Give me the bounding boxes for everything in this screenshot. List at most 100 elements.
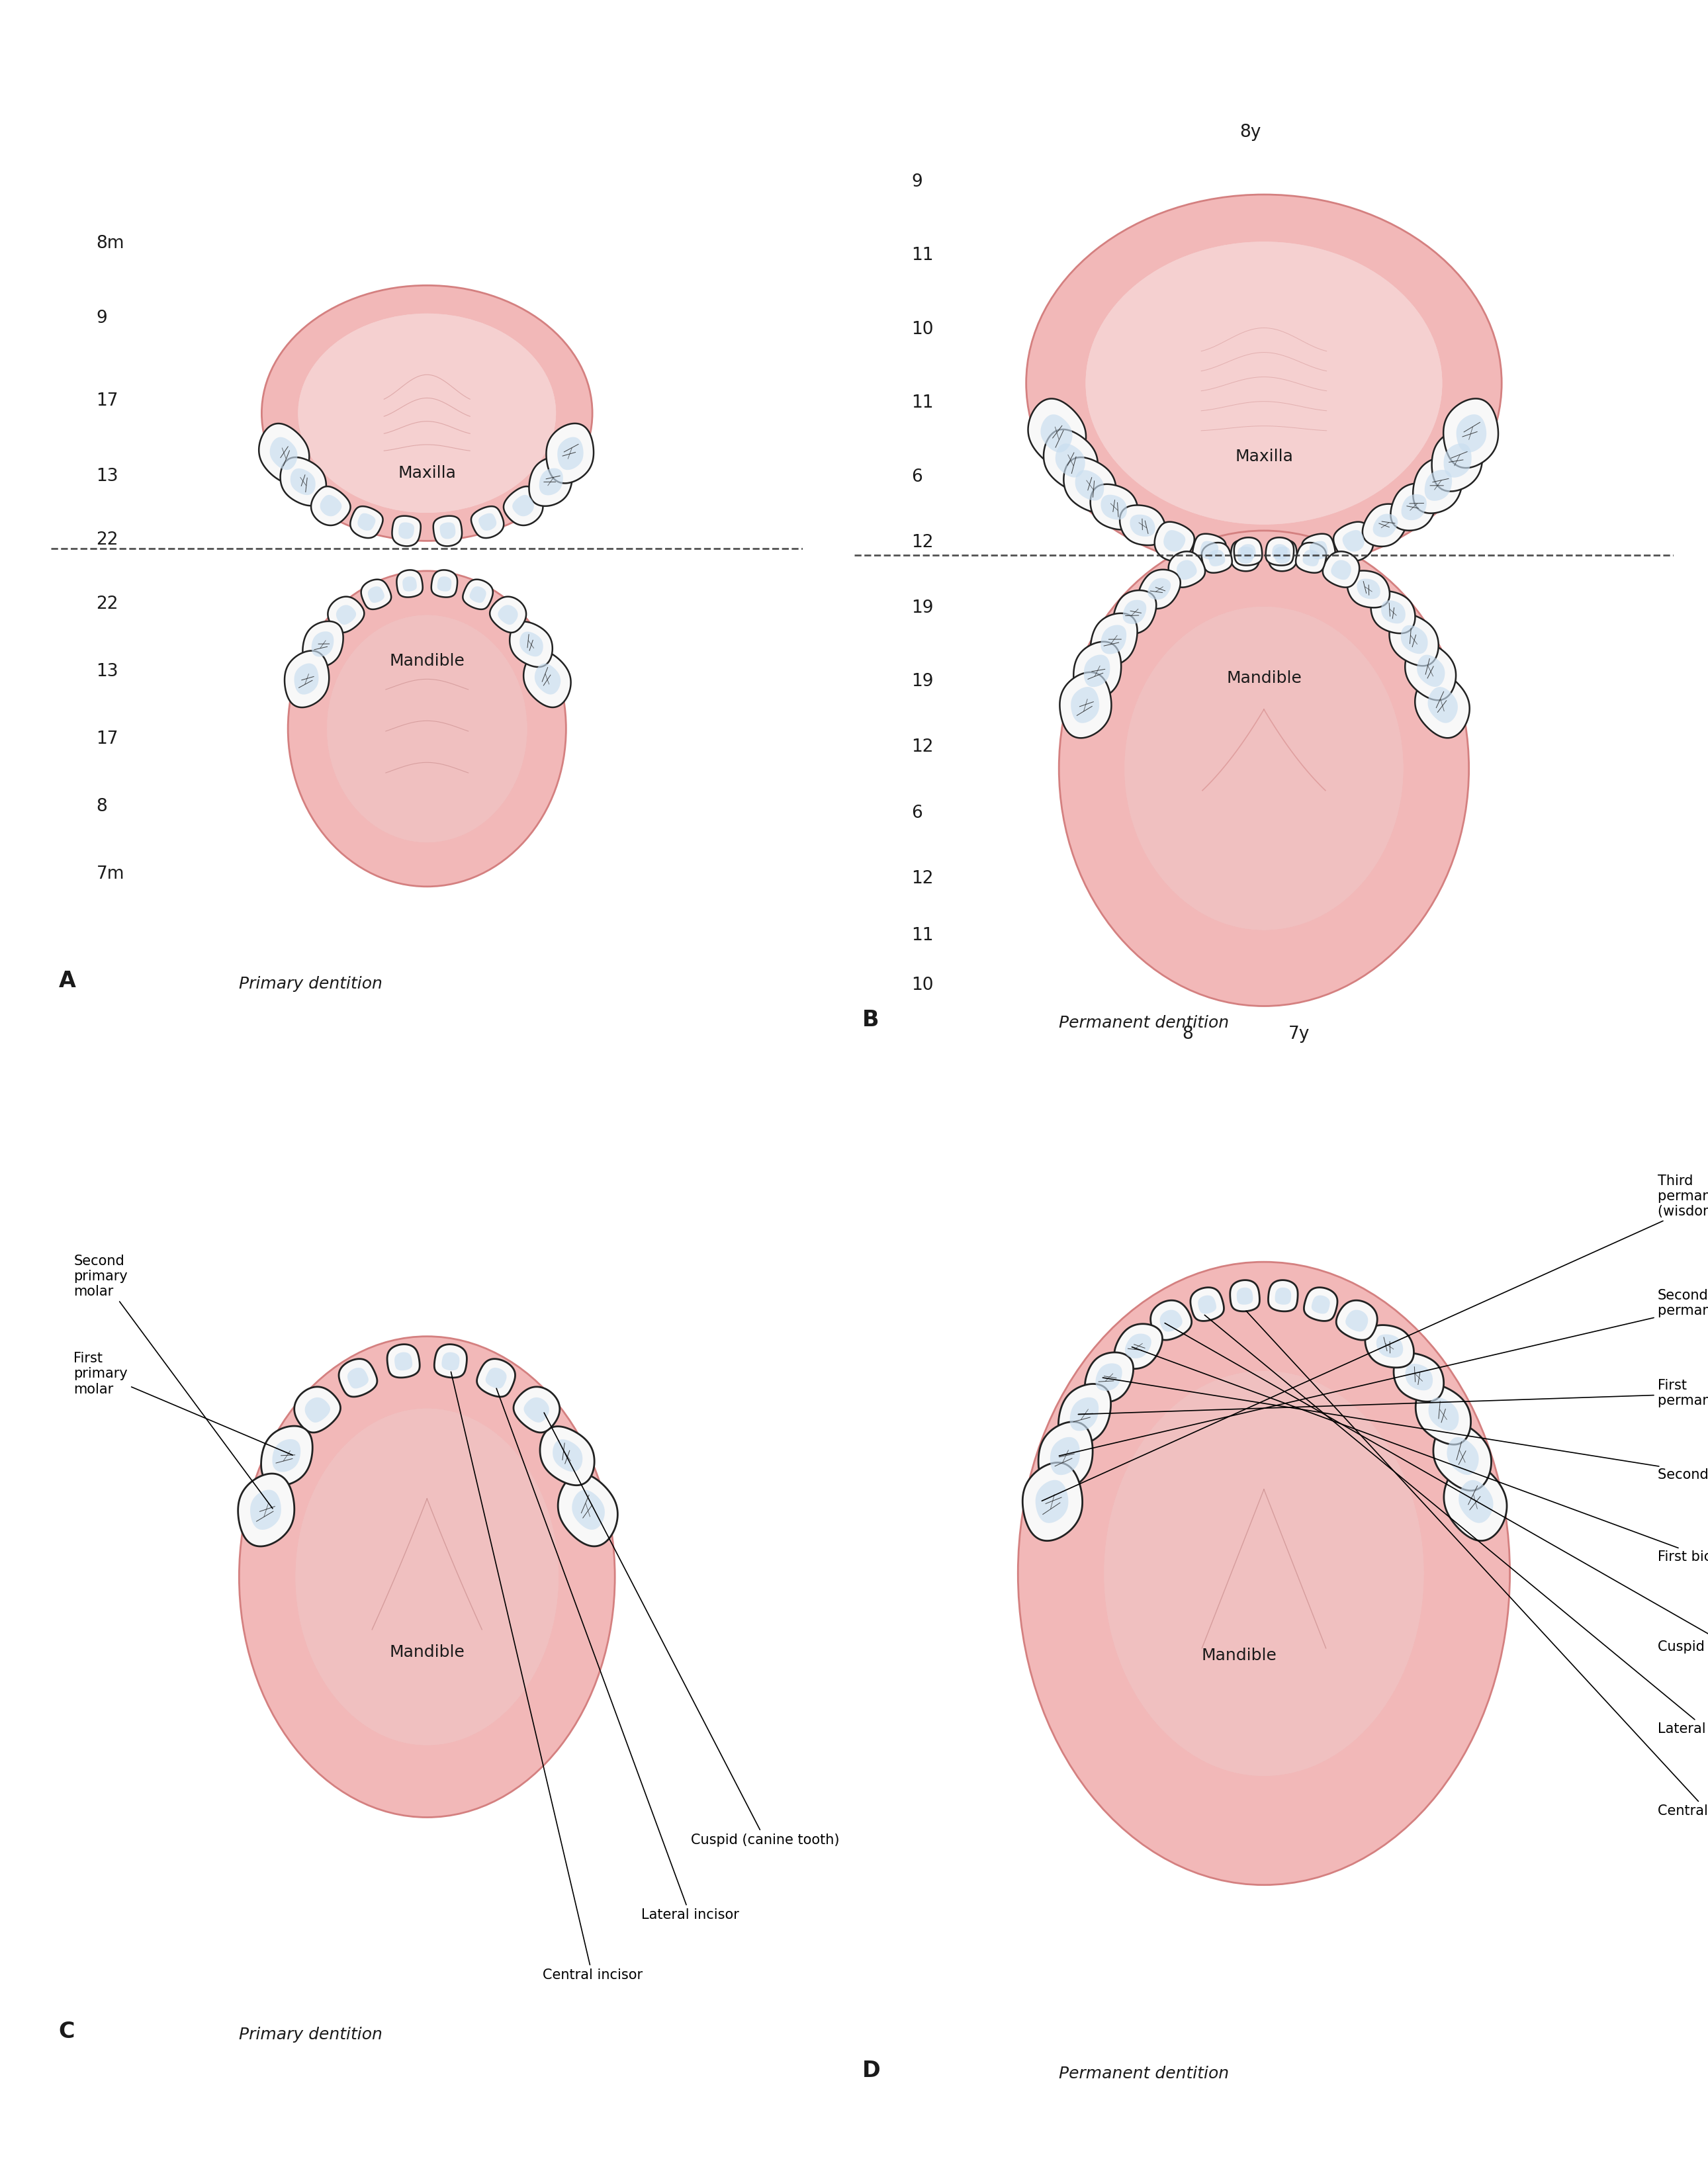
Polygon shape [485,1367,507,1389]
Polygon shape [437,576,451,592]
Text: 17: 17 [96,392,118,410]
Ellipse shape [1027,195,1501,572]
Polygon shape [1267,540,1296,572]
Polygon shape [1177,559,1197,581]
Polygon shape [261,1426,313,1487]
Polygon shape [463,579,494,609]
Polygon shape [1373,514,1397,537]
Text: Lateral incisor: Lateral incisor [1204,1315,1708,1736]
Polygon shape [1372,592,1416,633]
Polygon shape [1389,613,1438,665]
Polygon shape [350,507,383,537]
Text: 8y: 8y [1240,124,1261,141]
Polygon shape [434,1344,466,1378]
Text: Mandible: Mandible [389,1645,465,1660]
Polygon shape [1401,494,1426,520]
Polygon shape [1390,483,1436,531]
Text: First bicuspid: First bicuspid [1132,1348,1708,1565]
Polygon shape [1100,494,1127,520]
Text: 17: 17 [96,730,118,748]
Polygon shape [1114,1324,1163,1370]
Polygon shape [1310,542,1327,559]
Polygon shape [311,631,333,657]
Text: 9: 9 [96,310,108,327]
Polygon shape [1148,579,1170,600]
Polygon shape [1139,570,1180,609]
Ellipse shape [239,1337,615,1818]
Polygon shape [1126,1333,1151,1359]
Polygon shape [1190,1287,1225,1322]
Polygon shape [367,587,384,602]
Text: Third
permanent molar
(wisdom tooth): Third permanent molar (wisdom tooth) [1042,1175,1708,1502]
Polygon shape [1064,457,1115,514]
Polygon shape [1443,444,1472,477]
Polygon shape [1459,1480,1493,1523]
Polygon shape [1163,531,1185,553]
Polygon shape [1401,624,1428,654]
Polygon shape [529,457,572,507]
Polygon shape [304,1398,330,1422]
Ellipse shape [297,314,557,514]
Polygon shape [294,1387,340,1432]
Polygon shape [540,468,564,496]
Polygon shape [1038,1422,1093,1491]
Polygon shape [1447,1437,1479,1476]
Polygon shape [1342,531,1365,553]
Polygon shape [490,596,526,633]
Polygon shape [1197,1296,1216,1313]
Polygon shape [1406,641,1455,700]
Polygon shape [260,423,309,483]
Polygon shape [1331,559,1351,581]
Polygon shape [294,663,319,693]
Polygon shape [471,507,504,537]
Polygon shape [290,468,316,494]
Text: Second bicuspid: Second bicuspid [1103,1378,1708,1482]
Text: Mandible: Mandible [1202,1647,1278,1664]
Polygon shape [572,1491,605,1530]
Text: First
permanent molar: First permanent molar [1078,1378,1708,1415]
Polygon shape [403,576,417,592]
Polygon shape [1100,624,1126,654]
Polygon shape [1424,470,1452,501]
Text: 11: 11 [912,394,934,412]
Ellipse shape [1124,607,1404,930]
Polygon shape [1151,1300,1192,1339]
Polygon shape [1035,1480,1068,1523]
Ellipse shape [1103,1372,1424,1777]
Polygon shape [1346,1309,1368,1333]
Ellipse shape [261,286,593,542]
Polygon shape [1230,1281,1259,1311]
Text: Central incisor: Central incisor [1247,1311,1708,1818]
Polygon shape [1416,1385,1471,1445]
Polygon shape [1269,1281,1298,1311]
Polygon shape [1266,537,1293,566]
Polygon shape [1202,542,1231,572]
Polygon shape [1363,505,1407,546]
Polygon shape [1095,1363,1122,1391]
Polygon shape [1085,1352,1134,1402]
Polygon shape [1160,1309,1182,1333]
Polygon shape [1237,1287,1254,1305]
Polygon shape [1059,1385,1110,1445]
Text: Permanent dentition: Permanent dentition [1059,1014,1230,1031]
Text: 19: 19 [912,674,934,691]
Polygon shape [1433,1422,1491,1491]
Polygon shape [535,663,560,693]
Polygon shape [347,1367,369,1389]
Polygon shape [272,1439,301,1471]
Text: 6: 6 [912,804,922,821]
Text: Primary dentition: Primary dentition [239,975,383,992]
Ellipse shape [289,570,565,886]
Text: 9: 9 [912,173,922,191]
Polygon shape [1274,546,1291,563]
Text: 12: 12 [912,533,934,550]
Polygon shape [338,1359,377,1398]
Polygon shape [398,522,415,540]
Polygon shape [357,514,376,531]
Text: 7m: 7m [96,867,125,882]
Polygon shape [434,516,461,546]
Polygon shape [1085,654,1110,687]
Polygon shape [395,1352,412,1370]
Polygon shape [1028,399,1086,468]
Text: Mandible: Mandible [389,652,465,670]
